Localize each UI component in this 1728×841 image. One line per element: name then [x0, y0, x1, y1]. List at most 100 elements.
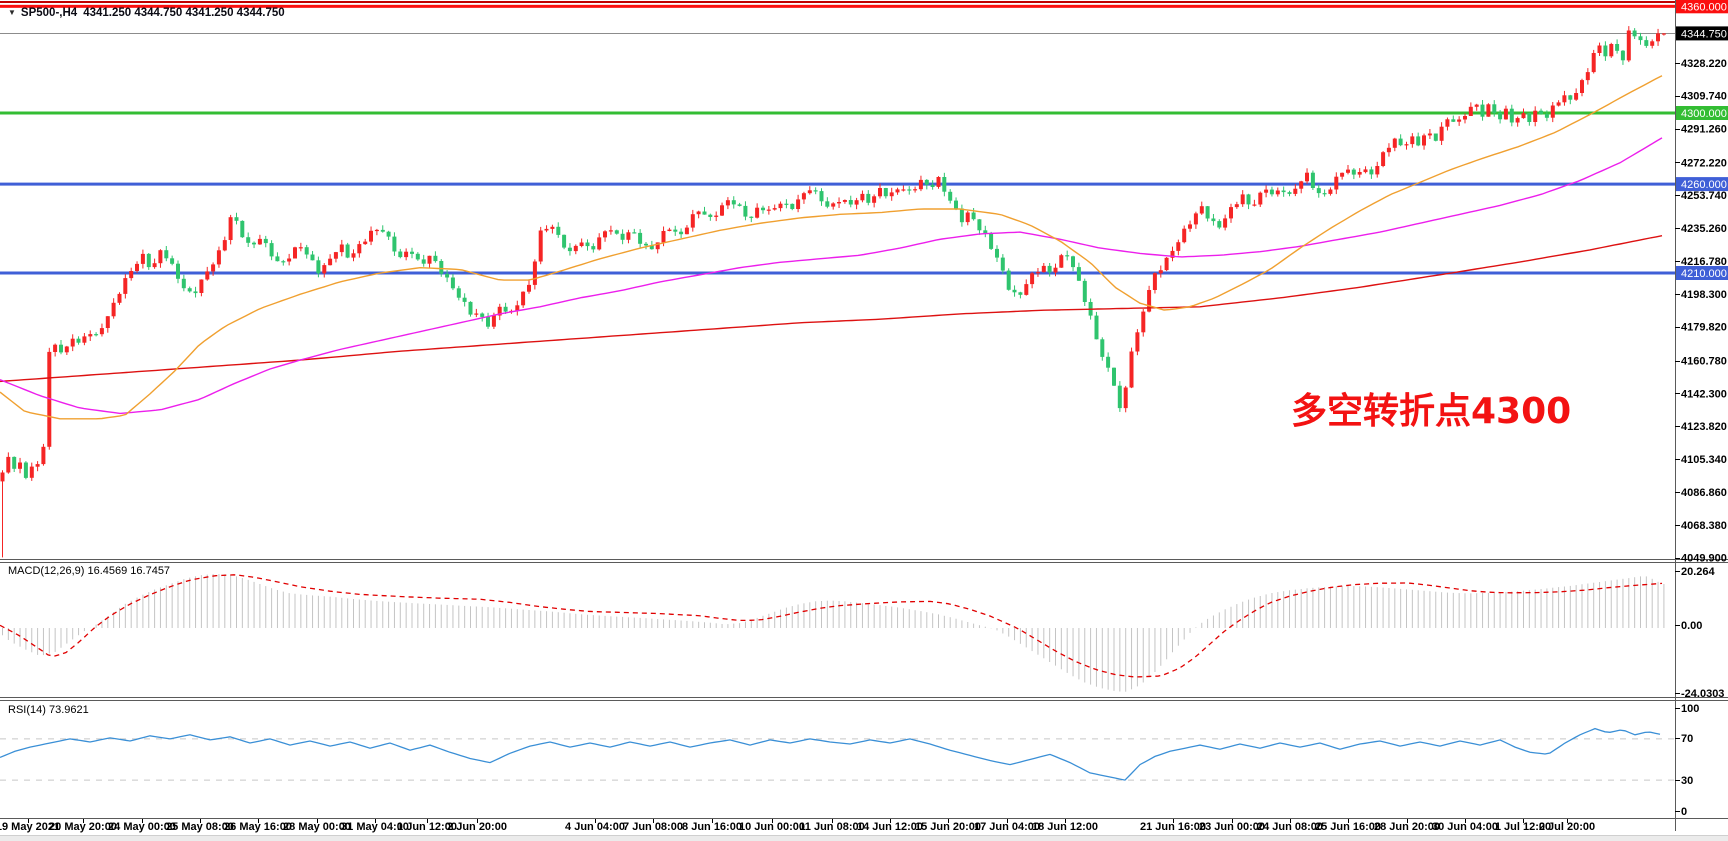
time-axis-tick	[772, 819, 773, 823]
candle-up	[842, 200, 847, 202]
candle-up	[158, 250, 163, 264]
candle-down	[989, 233, 994, 249]
candle-down	[1217, 221, 1222, 228]
candle-up	[105, 316, 110, 328]
price-axis-badge-label: 4260.000	[1681, 179, 1727, 191]
candle-down	[1211, 218, 1216, 222]
time-axis-tick	[1007, 819, 1008, 823]
macd-indicator-label: MACD(12,26,9) 16.4569 16.7457	[8, 565, 171, 577]
candle-up	[357, 244, 362, 254]
macd-histogram	[2, 574, 1665, 692]
candle-down	[240, 220, 245, 238]
candle-down	[556, 226, 561, 235]
candle-down	[1615, 44, 1620, 51]
price-axis-badge	[1676, 266, 1728, 280]
candle-up	[1533, 110, 1538, 122]
candle-down	[614, 230, 619, 234]
time-axis-label: 24 Jun 08:00	[1257, 821, 1323, 833]
candle-down	[1398, 138, 1403, 146]
candle-up	[772, 208, 777, 210]
candle-up	[82, 336, 87, 343]
candle-up	[1158, 270, 1163, 274]
price-axis[interactable]	[1675, 0, 1728, 818]
candle-up	[796, 199, 801, 209]
candle-down	[468, 301, 473, 315]
candle-down	[942, 177, 947, 192]
candle-up	[1463, 116, 1467, 120]
time-axis-label: 7 Jun 08:00	[623, 821, 683, 833]
candle-up	[1340, 172, 1345, 177]
candle-down	[562, 234, 567, 248]
candle-up	[667, 229, 672, 231]
time-axis-tick	[1173, 819, 1174, 823]
time-axis-label: 1 Jul 12:00	[1495, 821, 1551, 833]
time-axis-label: 25 May 08:00	[166, 821, 234, 833]
candle-up	[872, 196, 877, 203]
candle-down	[456, 288, 461, 298]
time-axis-label: 17 Jun 04:00	[974, 821, 1040, 833]
price-level-line	[0, 111, 1675, 115]
time-axis[interactable]	[0, 819, 1728, 835]
price-axis-label: 4272.220	[1681, 157, 1727, 169]
price-axis-label: 4160.780	[1681, 356, 1727, 368]
price-axis-border	[1675, 0, 1676, 831]
candle-down	[345, 244, 350, 258]
candle-down	[263, 238, 268, 244]
ma-slow-red-line	[0, 235, 1663, 383]
candle-down	[790, 203, 795, 209]
time-axis-label: 31 May 04:00	[341, 821, 409, 833]
candle-up	[1176, 242, 1181, 251]
price-axis-badge	[1676, 177, 1728, 192]
price-axis-badge-label: 4344.750	[1681, 28, 1727, 40]
candle-up	[228, 217, 233, 240]
candle-up	[1164, 257, 1169, 271]
candle-down	[1117, 385, 1122, 409]
candle-down	[1620, 50, 1625, 61]
time-axis-label: 25 Jun 16:00	[1315, 821, 1381, 833]
candle-down	[1351, 169, 1356, 175]
candle-up	[1404, 144, 1409, 146]
candle-up	[603, 231, 607, 238]
time-axis-tick	[948, 819, 949, 823]
candle-down	[1287, 192, 1292, 194]
candle-up	[1474, 104, 1479, 107]
candle-up	[328, 258, 333, 266]
chart-annotation-text[interactable]: 多空转折点4300	[1291, 391, 1572, 432]
time-axis-label: 28 Jun 20:00	[1374, 821, 1440, 833]
price-axis-badge	[1676, 26, 1728, 41]
candle-up	[1410, 136, 1415, 145]
candle-down	[415, 253, 420, 260]
candle-up	[1656, 33, 1660, 42]
candle-up	[655, 242, 660, 250]
time-axis-label: 30 Jun 04:00	[1432, 821, 1498, 833]
candle-down	[866, 193, 871, 203]
candle-down	[749, 216, 754, 218]
axis-tick	[1675, 162, 1680, 163]
candle-up	[140, 253, 145, 264]
candle-down	[1012, 289, 1017, 293]
candle-up	[1556, 102, 1561, 106]
candle-up	[1123, 387, 1128, 409]
candle-up	[1468, 106, 1473, 116]
candle-down	[1480, 104, 1485, 117]
candle-down	[649, 245, 654, 250]
candle-down	[1246, 194, 1251, 205]
candle-up	[1574, 93, 1579, 100]
candle-down	[1632, 30, 1637, 37]
candles-layer	[0, 26, 1666, 558]
candle-up	[720, 205, 724, 216]
candle-up	[895, 189, 900, 193]
time-axis-tick	[595, 819, 596, 823]
candle-up	[527, 284, 531, 292]
candle-up	[608, 230, 613, 232]
candle-up	[696, 211, 701, 215]
time-axis-tick	[653, 819, 654, 823]
candle-up	[1223, 218, 1228, 228]
price-axis-label: 4291.260	[1681, 124, 1727, 136]
candle-up	[1059, 255, 1064, 268]
candle-up	[1392, 138, 1397, 148]
time-axis-tick	[427, 819, 428, 823]
candle-down	[386, 231, 391, 237]
candle-up	[725, 200, 730, 206]
